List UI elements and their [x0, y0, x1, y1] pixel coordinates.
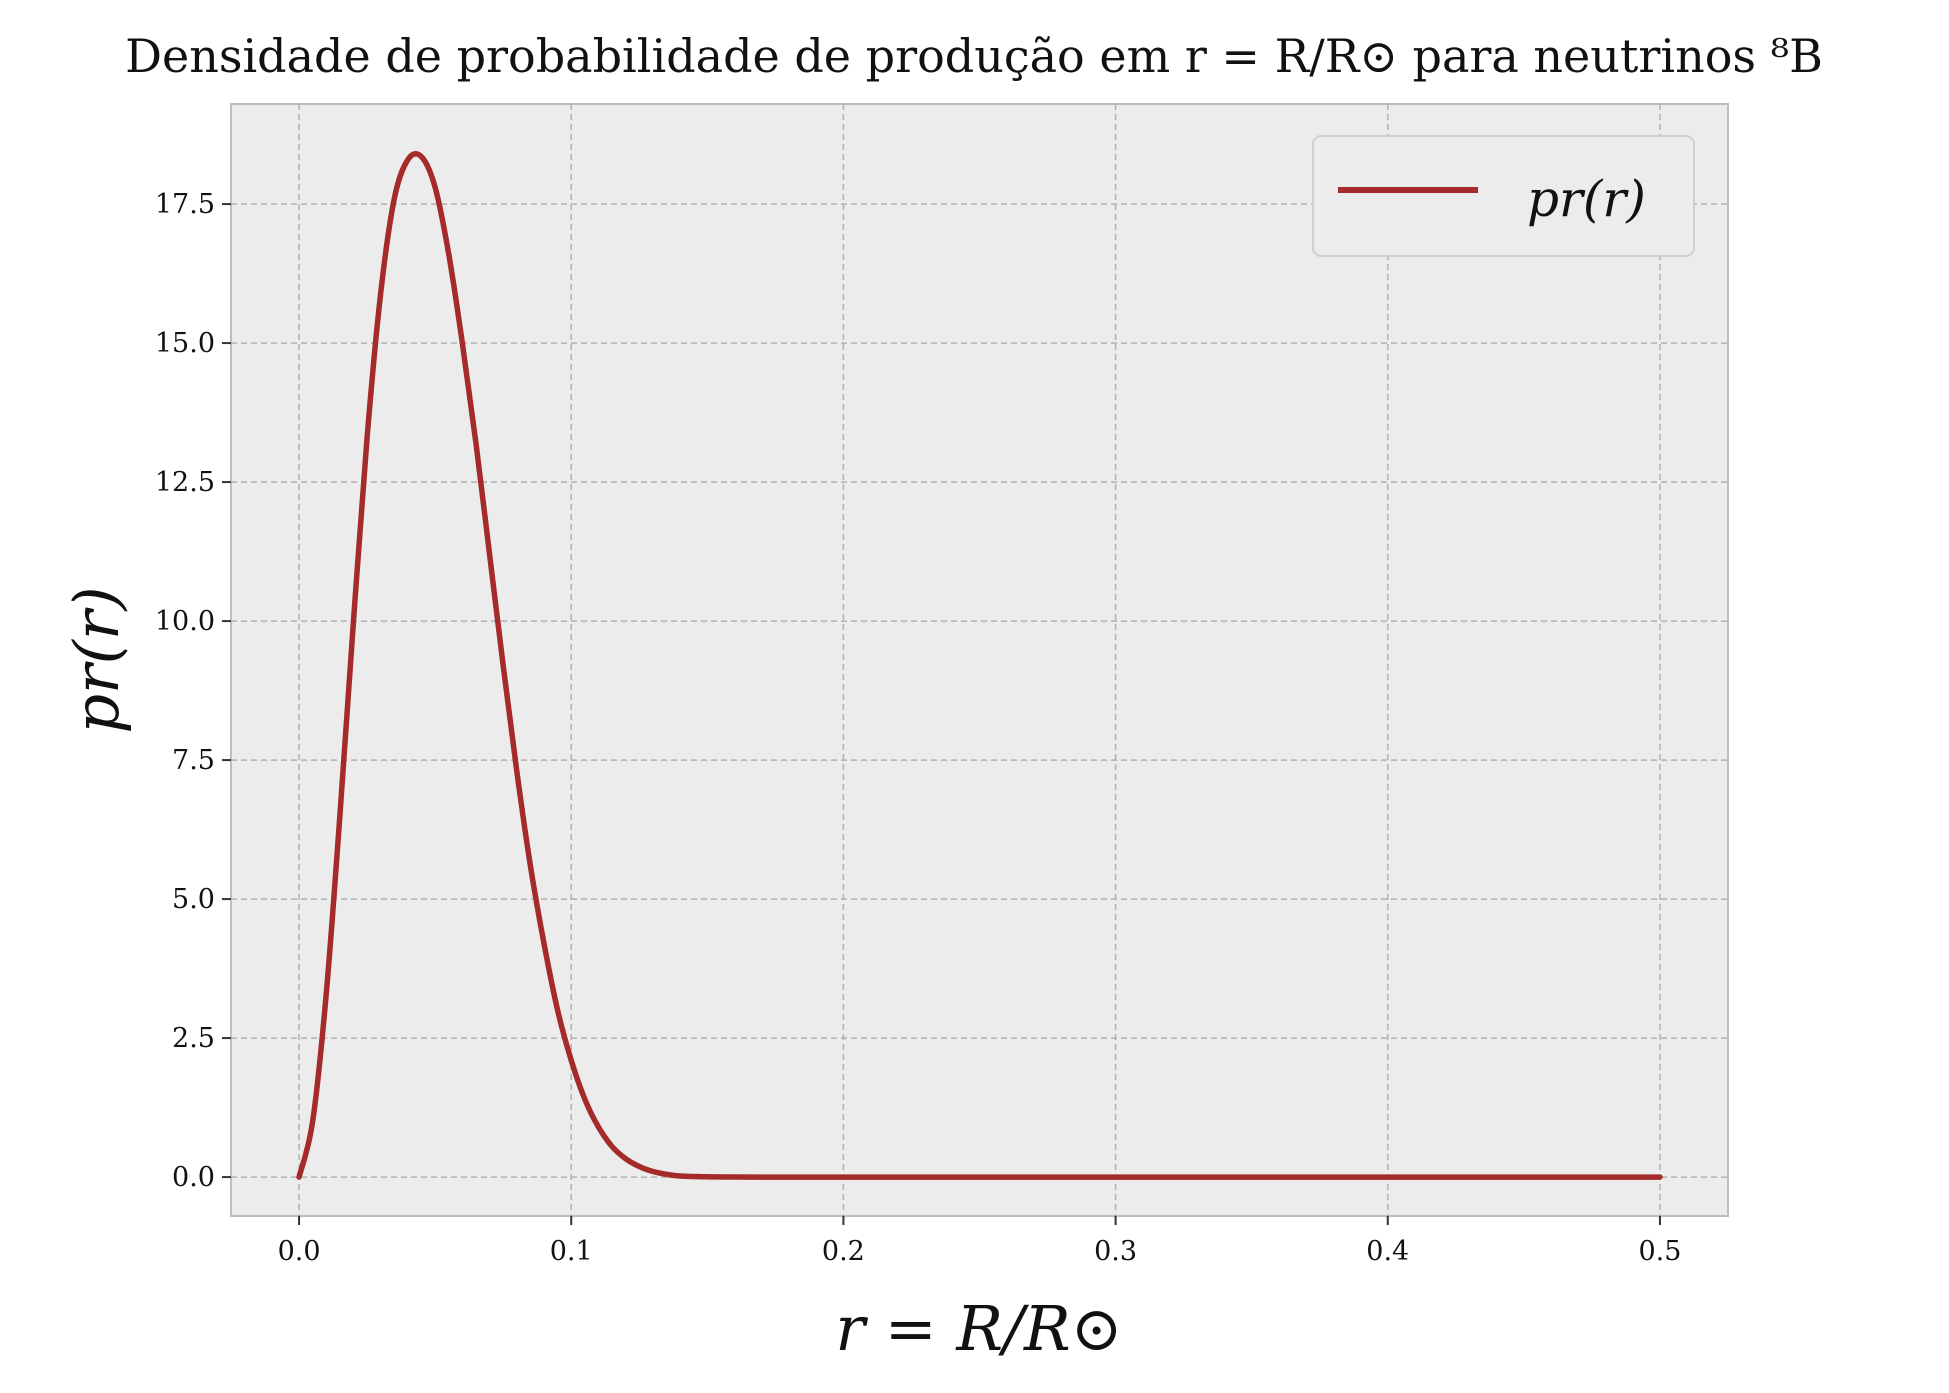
- y-tick-label: 0.0: [172, 1162, 215, 1193]
- x-axis-ticks: 0.0 0.1 0.2 0.3 0.4 0.5: [278, 1216, 1681, 1267]
- x-tick-label: 0.1: [550, 1236, 593, 1267]
- chart-title: Densidade de probabilidade de produção e…: [125, 29, 1823, 83]
- series-layer: [296, 151, 1663, 1180]
- y-tick-label: 12.5: [155, 467, 215, 498]
- x-tick-label: 0.4: [1366, 1236, 1409, 1267]
- plot-area: [230, 103, 1729, 1217]
- y-axis-label: pr(r): [60, 586, 133, 733]
- legend-box: [1312, 135, 1695, 257]
- y-tick-label: 2.5: [172, 1023, 215, 1054]
- y-axis-ticks: 0.0 2.5 5.0 7.5 10.0 12.5 15.0 17.5: [155, 189, 231, 1193]
- y-tick-label: 10.0: [155, 606, 215, 637]
- x-tick-label: 0.3: [1094, 1236, 1137, 1267]
- y-tick-label: 15.0: [155, 328, 215, 359]
- x-axis-label: r = R/R⊙: [835, 1292, 1122, 1365]
- legend-label: pr(r): [1527, 170, 1646, 228]
- legend: pr(r): [1312, 135, 1695, 257]
- x-tick-label: 0.5: [1638, 1236, 1681, 1267]
- grid-lines: [231, 104, 1728, 1216]
- y-tick-label: 5.0: [172, 884, 215, 915]
- y-tick-label: 7.5: [172, 745, 215, 776]
- y-tick-label: 17.5: [155, 189, 215, 220]
- x-tick-label: 0.2: [822, 1236, 865, 1267]
- series-line: [296, 151, 1663, 1180]
- x-tick-label: 0.0: [278, 1236, 321, 1267]
